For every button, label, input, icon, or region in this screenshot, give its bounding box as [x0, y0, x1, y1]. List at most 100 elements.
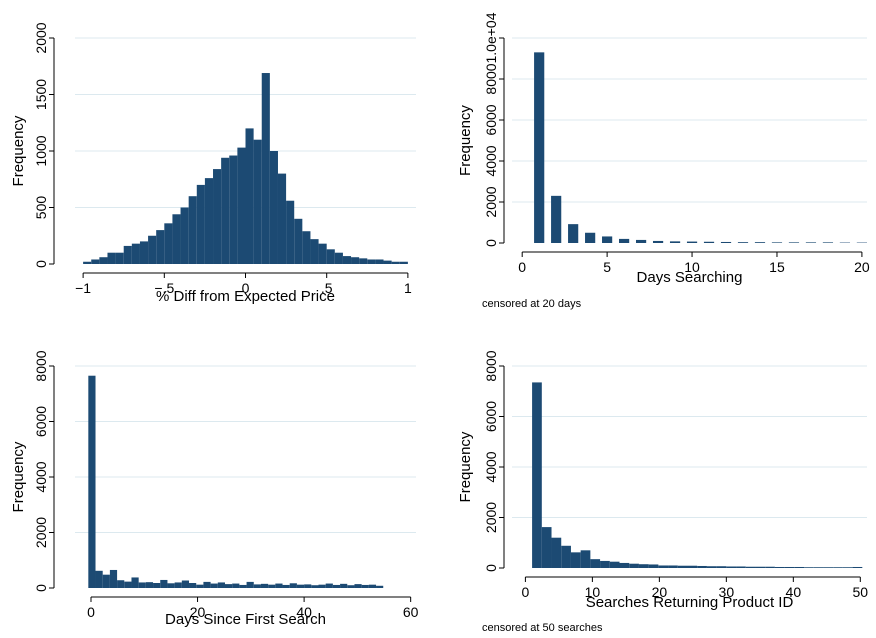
x-tick-label: 15	[769, 259, 785, 275]
histogram-bar	[755, 566, 766, 568]
histogram-bar	[367, 259, 376, 264]
y-tick-label: 4000	[33, 461, 49, 492]
histogram-bar	[737, 242, 749, 243]
histogram-bar	[138, 582, 146, 588]
y-tick-label: 0	[483, 564, 499, 572]
histogram-bar	[210, 583, 218, 588]
x-tick-label: 60	[403, 604, 419, 620]
x-axis-label: Days Since First Search	[165, 611, 326, 628]
histogram-bar	[318, 584, 326, 588]
histogram-bar	[784, 566, 795, 568]
histogram-bar	[224, 584, 233, 588]
histogram-bar	[541, 527, 552, 568]
histogram-bar	[204, 178, 214, 264]
x-tick-label: 40	[786, 584, 802, 600]
histogram-bar	[213, 169, 222, 264]
histogram-bar	[609, 561, 620, 568]
histogram-bar	[123, 245, 132, 264]
histogram-bar	[189, 583, 197, 588]
x-tick-label: 10	[585, 584, 601, 600]
histogram-bar	[99, 257, 108, 264]
panel-searches-returning-product-id: 0 2000 4000 6000 8000 0 10 20 30 40 50 Frequency Sea…	[457, 350, 868, 634]
y-tick-label: 0	[33, 584, 49, 592]
y-tick-label: 2000	[33, 22, 49, 53]
x-tick-label: 0	[87, 604, 95, 620]
y-tick-label: 500	[33, 196, 49, 220]
histogram-bar	[580, 550, 591, 568]
histogram-bar	[246, 581, 254, 588]
histogram-bar	[745, 566, 756, 568]
histogram-bar	[277, 173, 287, 264]
histogram-bar	[716, 566, 727, 568]
histogram-bar	[687, 565, 698, 568]
histogram-bar	[302, 231, 311, 264]
histogram-bar	[318, 243, 327, 264]
histogram-bar	[697, 565, 707, 568]
histogram-bar	[376, 585, 384, 588]
histogram-bar	[164, 223, 173, 264]
histogram-bar	[703, 241, 715, 243]
histogram-bar	[268, 584, 276, 588]
histogram-bar	[652, 240, 664, 243]
histogram-bar	[602, 236, 613, 243]
y-tick-label: 0	[483, 239, 499, 247]
histogram-bar	[771, 242, 783, 243]
histogram-bar	[774, 566, 785, 568]
histogram-bar	[669, 241, 681, 243]
histogram-bar	[619, 238, 630, 243]
y-tick-label: 6000	[33, 406, 49, 437]
y-tick-label: 0	[33, 260, 49, 268]
histogram-bar	[139, 241, 149, 264]
histogram-bar	[304, 584, 312, 588]
histogram-bar	[706, 566, 717, 568]
x-tick-label: −1	[75, 280, 91, 296]
panel-days-since-first-search: 0 2000 4000 6000 8000 0 20 40 60 Frequency Days Si…	[10, 350, 419, 628]
histogram-bar	[568, 224, 579, 243]
histogram-bar	[232, 583, 240, 588]
histogram-bar	[124, 581, 132, 588]
histogram-bar	[585, 232, 596, 243]
x-tick-label: 0	[518, 259, 526, 275]
histogram-bar	[736, 566, 746, 568]
histogram-bar	[391, 261, 400, 264]
histogram-bar	[180, 207, 189, 264]
y-axis-label: Frequency	[10, 115, 27, 186]
y-tick-label: 1500	[33, 79, 49, 110]
histogram-bar	[805, 242, 817, 243]
y-tick-label: 6000	[483, 104, 499, 135]
histogram-bar	[181, 580, 190, 588]
histogram-bar	[237, 147, 246, 264]
histogram-bar	[658, 565, 669, 568]
histogram-bar	[347, 585, 355, 588]
x-tick-label: .5	[321, 280, 333, 296]
histogram-bar	[334, 252, 343, 264]
histogram-bar	[686, 241, 698, 243]
y-tick-label: 2000	[483, 502, 499, 533]
histogram-bar	[383, 260, 392, 264]
histogram-bar	[629, 563, 639, 568]
histogram-bar	[174, 582, 182, 588]
histogram-bar	[677, 565, 688, 568]
x-tick-label: 50	[853, 584, 869, 600]
histogram-bar	[600, 560, 610, 568]
x-tick-label: 30	[719, 584, 735, 600]
histogram-bar	[311, 585, 319, 588]
histogram-bar	[638, 564, 649, 568]
x-tick-label: 0	[242, 280, 250, 296]
y-tick-label: 1000	[33, 135, 49, 166]
histogram-bar	[83, 261, 92, 264]
x-tick-label: 5	[603, 259, 611, 275]
histogram-bar	[823, 567, 834, 568]
histogram-bar	[788, 242, 800, 243]
histogram-bar	[326, 249, 335, 264]
histogram-bar	[153, 583, 161, 588]
histogram-bar	[354, 584, 362, 588]
histogram-bar	[532, 382, 542, 568]
histogram-bar	[107, 252, 116, 264]
histogram-bar	[282, 584, 290, 588]
histogram-bar	[342, 256, 352, 264]
histogram-bar	[260, 583, 269, 588]
y-axis-label: Frequency	[10, 441, 27, 512]
